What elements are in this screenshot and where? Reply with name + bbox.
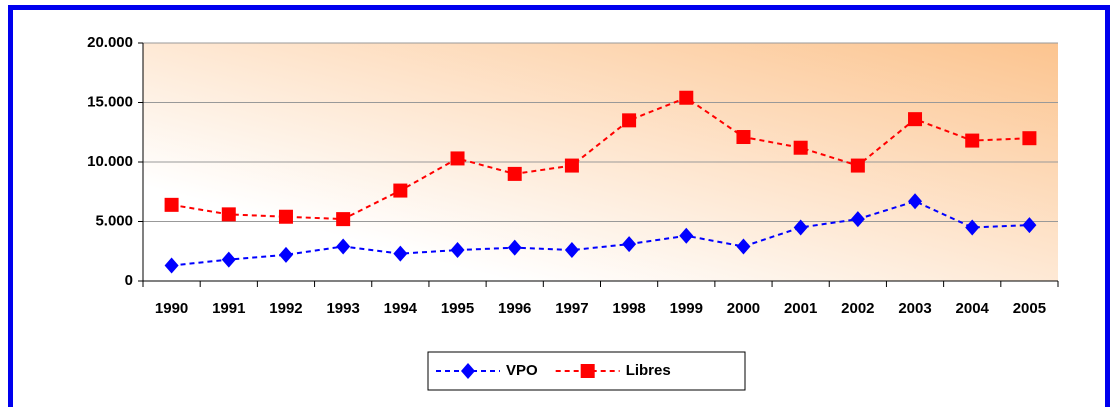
y-tick-label: 10.000 <box>87 153 133 170</box>
legend-marker <box>461 363 475 379</box>
x-tick-label: 1995 <box>441 300 474 317</box>
frame <box>8 5 1110 407</box>
x-tick-label: 1990 <box>155 300 188 317</box>
data-point <box>221 207 236 222</box>
y-tick-label: 15.000 <box>87 93 133 110</box>
data-point <box>850 211 865 228</box>
x-tick-label: 1992 <box>269 300 302 317</box>
data-point <box>736 238 751 255</box>
data-point <box>564 158 579 173</box>
data-point <box>164 197 179 212</box>
data-point <box>793 140 808 155</box>
data-point <box>507 239 522 256</box>
x-tick-label: 1999 <box>670 300 703 317</box>
data-point <box>908 193 923 210</box>
x-tick-label: 1998 <box>612 300 645 317</box>
data-point <box>1022 217 1037 234</box>
data-point <box>622 236 637 253</box>
x-tick-label: 2003 <box>898 300 931 317</box>
y-tick-label: 0 <box>125 272 133 289</box>
data-point <box>164 257 179 274</box>
data-point <box>965 219 980 236</box>
data-point <box>736 130 751 145</box>
data-point <box>679 227 694 244</box>
y-tick-label: 20.000 <box>87 34 133 51</box>
x-tick-label: 1993 <box>326 300 359 317</box>
x-tick-label: 1994 <box>384 300 418 317</box>
data-point <box>450 151 465 166</box>
data-point <box>336 238 351 255</box>
y-tick-label: 5.000 <box>95 212 133 229</box>
data-point <box>850 158 865 173</box>
data-point <box>908 112 923 127</box>
data-point <box>622 113 637 128</box>
data-point <box>221 251 236 268</box>
x-tick-label: 1996 <box>498 300 531 317</box>
data-point <box>450 242 465 259</box>
legend-label: Libres <box>626 362 671 379</box>
legend-marker <box>580 364 595 378</box>
x-tick-label: 2005 <box>1013 300 1046 317</box>
legend-label: VPO <box>506 362 538 379</box>
x-tick-label: 2004 <box>956 300 990 317</box>
x-tick-label: 2001 <box>784 300 817 317</box>
data-point <box>793 219 808 236</box>
data-point <box>679 90 694 105</box>
data-point <box>278 246 293 263</box>
data-point <box>564 242 579 259</box>
x-tick-label: 2002 <box>841 300 874 317</box>
data-point <box>965 133 980 148</box>
data-point <box>278 209 293 224</box>
data-point <box>1022 131 1037 146</box>
data-point <box>336 212 351 227</box>
data-point <box>393 183 408 198</box>
x-tick-label: 1991 <box>212 300 245 317</box>
data-point <box>393 245 408 262</box>
x-tick-label: 1997 <box>555 300 588 317</box>
series-line <box>171 200 1030 267</box>
x-tick-label: 2000 <box>727 300 760 317</box>
data-point <box>507 166 522 181</box>
series-line <box>171 96 1030 221</box>
